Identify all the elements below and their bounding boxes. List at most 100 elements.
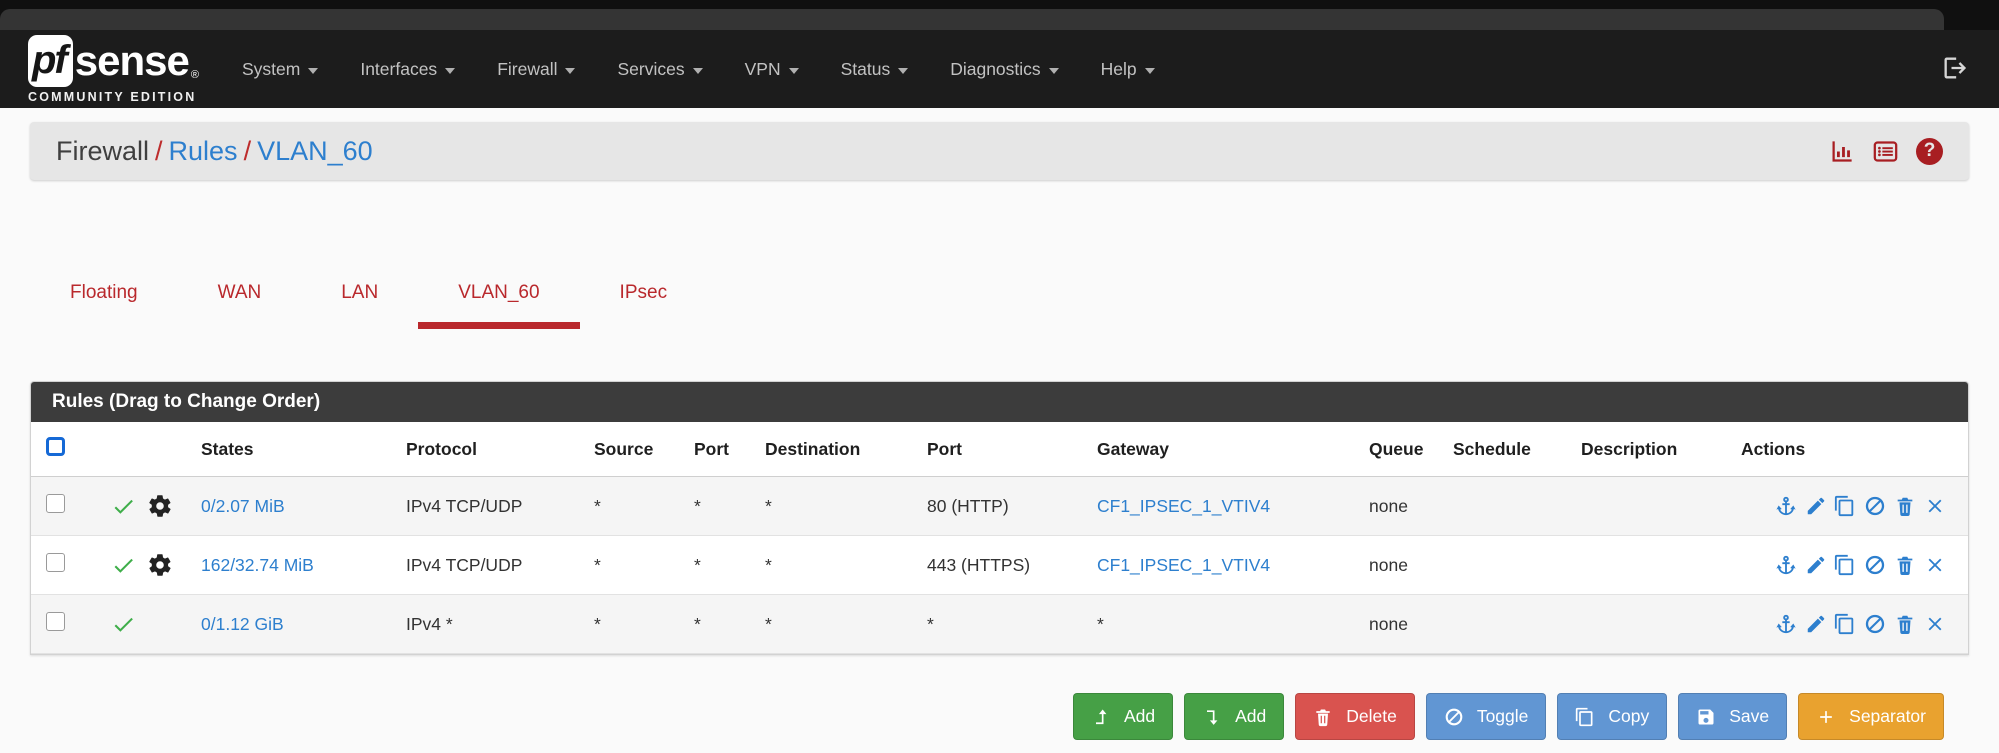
menu-item-diagnostics[interactable]: Diagnostics: [929, 30, 1079, 108]
breadcrumb-link-vlan60[interactable]: VLAN_60: [257, 135, 373, 166]
tab-wan[interactable]: WAN: [217, 282, 262, 303]
queue-cell: none: [1369, 613, 1408, 634]
logo-registered-mark: ®: [190, 68, 199, 81]
source-port-cell: *: [694, 554, 701, 575]
tab-ipsec[interactable]: IPsec: [619, 282, 668, 303]
destination-cell: *: [765, 613, 772, 634]
anchor-icon[interactable]: [1775, 495, 1797, 517]
logo-pf-box: pf: [28, 34, 73, 87]
close-icon[interactable]: [1924, 495, 1946, 517]
chevron-down-icon: [898, 67, 909, 74]
copy-icon[interactable]: [1834, 554, 1856, 576]
sign-out-icon[interactable]: [1941, 54, 1969, 87]
chevron-down-icon: [692, 67, 703, 74]
bar-chart-icon[interactable]: [1828, 138, 1855, 165]
copy-icon[interactable]: [1834, 495, 1856, 517]
list-icon[interactable]: [1872, 138, 1899, 165]
gateway-link[interactable]: CF1_IPSEC_1_VTIV4: [1097, 495, 1271, 516]
add-rule-top-button[interactable]: Add: [1072, 693, 1174, 740]
trash-icon[interactable]: [1894, 613, 1916, 635]
copy-icon[interactable]: [1834, 613, 1856, 635]
description-cell: [1573, 595, 1733, 654]
save-button[interactable]: Save: [1678, 693, 1788, 740]
column-header-actions: Actions: [1733, 422, 1968, 477]
help-icon[interactable]: ?: [1916, 137, 1943, 165]
column-header-destination: Destination: [757, 422, 919, 477]
menu-item-help[interactable]: Help: [1080, 30, 1176, 108]
destination-cell: *: [765, 554, 772, 575]
button-label: Add: [1235, 706, 1267, 726]
source-cell: *: [594, 554, 601, 575]
button-label: Copy: [1608, 706, 1650, 726]
breadcrumb-separator: /: [243, 135, 252, 166]
column-header-queue: Queue: [1361, 422, 1445, 477]
copy-button[interactable]: Copy: [1557, 693, 1668, 740]
delete-button[interactable]: Delete: [1295, 693, 1415, 740]
row-checkbox[interactable]: [46, 612, 65, 631]
edit-icon[interactable]: [1805, 495, 1827, 517]
states-link[interactable]: 0/2.07 MiB: [201, 495, 285, 516]
anchor-icon[interactable]: [1775, 613, 1797, 635]
chevron-down-icon: [445, 67, 456, 74]
breadcrumb-link-rules[interactable]: Rules: [168, 135, 238, 166]
close-icon[interactable]: [1924, 613, 1946, 635]
protocol-cell: IPv4 TCP/UDP: [406, 554, 523, 575]
add-rule-bottom-button[interactable]: Add: [1184, 693, 1285, 740]
menu-item-status[interactable]: Status: [820, 30, 930, 108]
pfsense-logo[interactable]: pf sense ® COMMUNITY EDITION: [28, 34, 199, 104]
ban-icon[interactable]: [1864, 554, 1886, 576]
column-header-port: Port: [686, 422, 757, 477]
menu-item-interfaces[interactable]: Interfaces: [339, 30, 476, 108]
ban-icon[interactable]: [1864, 495, 1886, 517]
button-label: Add: [1123, 706, 1156, 726]
close-icon[interactable]: [1924, 554, 1946, 576]
source-cell: *: [594, 613, 601, 634]
button-label: Separator: [1849, 706, 1926, 726]
menu-item-system[interactable]: System: [221, 30, 339, 108]
table-row[interactable]: 162/32.74 MiB IPv4 TCP/UDP * * * 443 (HT…: [31, 536, 1968, 595]
button-label: Toggle: [1476, 706, 1529, 726]
separator-button[interactable]: Separator: [1798, 693, 1944, 740]
gateway-link[interactable]: CF1_IPSEC_1_VTIV4: [1097, 554, 1271, 575]
table-row[interactable]: 0/2.07 MiB IPv4 TCP/UDP * * * 80 (HTTP) …: [31, 476, 1968, 536]
chevron-down-icon: [1048, 67, 1059, 74]
window-chrome: [0, 0, 1999, 30]
page-content: Firewall / Rules / VLAN_60 ? Floating WAN LA…: [0, 122, 1999, 740]
edit-icon[interactable]: [1805, 613, 1827, 635]
copy-icon: [1576, 707, 1593, 726]
table-row[interactable]: 0/1.12 GiB IPv4 * * * * * * none: [31, 594, 1968, 654]
row-checkbox[interactable]: [46, 553, 65, 572]
destination-cell: *: [765, 495, 772, 516]
tab-vlan60[interactable]: VLAN_60: [418, 268, 580, 329]
tab-lan[interactable]: LAN: [341, 282, 379, 303]
menu-item-firewall[interactable]: Firewall: [476, 30, 596, 108]
menu-label: Status: [840, 58, 891, 79]
column-header-states: States: [193, 422, 398, 477]
select-all-checkbox[interactable]: [46, 437, 65, 456]
column-header-source: Source: [586, 422, 686, 477]
logo-edition-text: COMMUNITY EDITION: [28, 89, 197, 104]
tab-floating[interactable]: Floating: [70, 282, 138, 303]
interface-tabs: Floating WAN LAN VLAN_60 IPsec: [30, 268, 1969, 329]
gateway-cell: *: [1097, 613, 1104, 634]
trash-icon[interactable]: [1894, 495, 1916, 517]
chevron-down-icon: [788, 67, 799, 74]
states-link[interactable]: 162/32.74 MiB: [201, 554, 314, 575]
breadcrumb-section: Firewall: [56, 135, 150, 166]
menu-item-vpn[interactable]: VPN: [724, 30, 820, 108]
level-down-icon: [1207, 709, 1218, 725]
menu-item-services[interactable]: Services: [596, 30, 723, 108]
trash-icon[interactable]: [1894, 554, 1916, 576]
column-header-gateway: Gateway: [1089, 422, 1361, 477]
advanced-gear-icon: [149, 495, 171, 517]
states-link[interactable]: 0/1.12 GiB: [201, 613, 284, 634]
source-cell: *: [594, 495, 601, 516]
dest-port-cell: 443 (HTTPS): [927, 554, 1031, 575]
edit-icon[interactable]: [1805, 554, 1827, 576]
row-checkbox[interactable]: [46, 494, 65, 513]
toggle-button[interactable]: Toggle: [1425, 693, 1547, 740]
button-label: Save: [1729, 706, 1770, 726]
ban-icon[interactable]: [1864, 613, 1886, 635]
panel-title: Rules (Drag to Change Order): [31, 382, 1968, 422]
anchor-icon[interactable]: [1775, 554, 1797, 576]
